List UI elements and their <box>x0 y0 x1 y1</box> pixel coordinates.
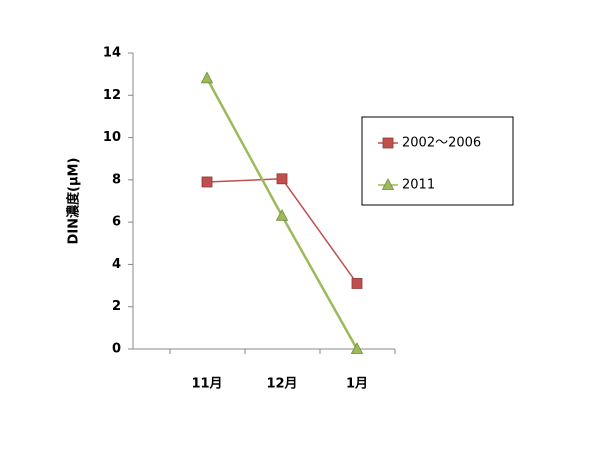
marker <box>200 71 214 84</box>
x-tick-label: 12月 <box>266 377 297 392</box>
marker <box>350 342 364 354</box>
y-tick-label: 4 <box>112 257 121 272</box>
x-tick-label: 11月 <box>191 377 222 392</box>
y-tick-label: 14 <box>103 46 121 61</box>
x-tick-label: 1月 <box>346 377 368 392</box>
legend-box <box>361 116 514 206</box>
y-axis-label: DIN濃度(μM) <box>66 158 82 245</box>
y-tick-label: 10 <box>103 130 121 145</box>
legend-label: 2002〜2006 <box>402 136 481 151</box>
marker <box>276 173 288 185</box>
y-tick-label: 12 <box>103 88 121 103</box>
series-line <box>206 178 358 284</box>
y-tick-label: 6 <box>112 215 121 230</box>
marker <box>351 278 363 289</box>
marker <box>275 208 289 221</box>
marker <box>382 137 394 149</box>
marker <box>381 178 395 190</box>
y-tick-label: 8 <box>112 172 121 187</box>
y-tick-label: 2 <box>112 299 121 314</box>
marker <box>201 176 213 188</box>
legend-label: 2011 <box>402 178 435 193</box>
y-tick-label: 0 <box>112 342 121 357</box>
